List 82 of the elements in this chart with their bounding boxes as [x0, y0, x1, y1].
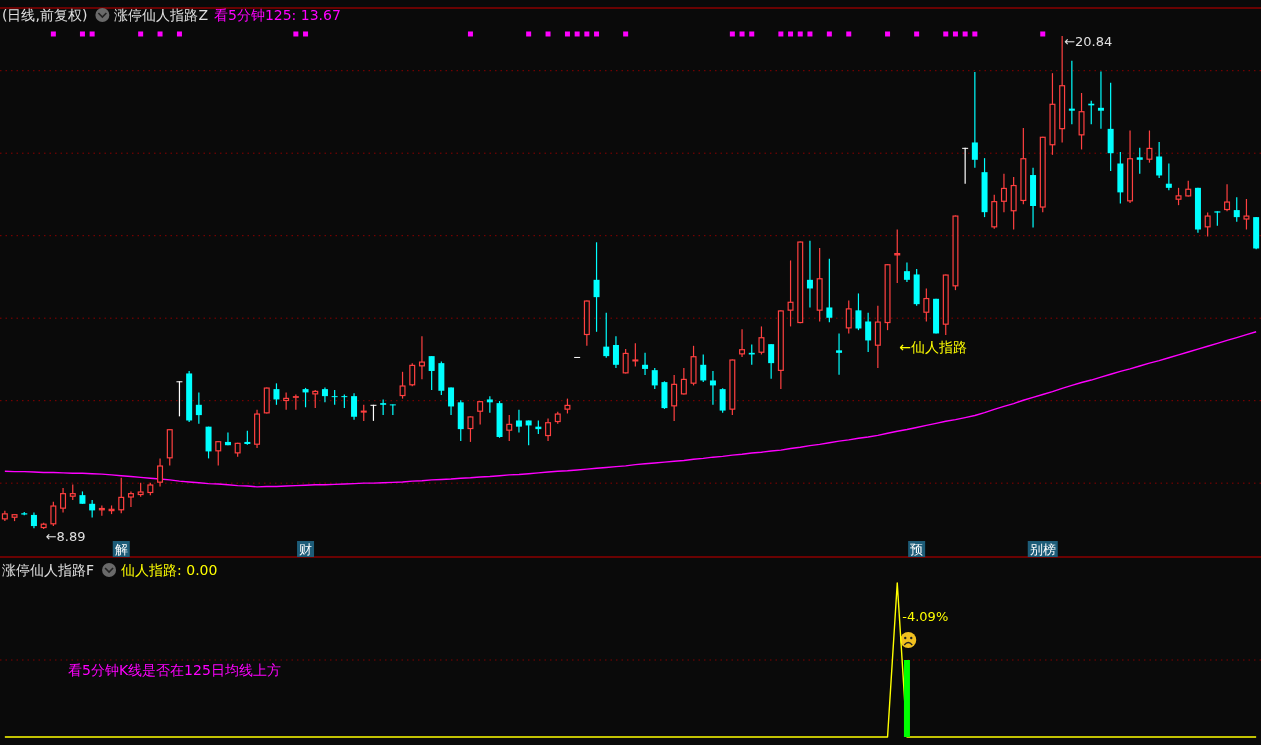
candlestick: [1224, 183, 1231, 212]
candlestick: [855, 292, 862, 331]
candlestick: [1068, 60, 1075, 125]
candlestick: [351, 392, 358, 421]
candlestick: [515, 409, 522, 434]
annotation: ←8.89: [45, 528, 86, 544]
candlestick: [50, 501, 57, 527]
candlestick: [545, 417, 552, 442]
candlestick: [389, 403, 396, 416]
candlestick: [845, 299, 852, 335]
chart-title: (日线,前复权): [2, 7, 88, 23]
candlestick: [118, 477, 125, 514]
candlestick: [894, 228, 901, 284]
candlestick: [903, 261, 910, 283]
candlestick: [292, 393, 299, 411]
candlestick: [971, 71, 978, 169]
candlestick: [758, 325, 765, 356]
candlestick: [622, 348, 629, 375]
candlestick: [1097, 70, 1104, 130]
candlestick: [651, 367, 658, 390]
candlestick: [418, 335, 425, 380]
candlestick: [671, 374, 678, 422]
candlestick: [176, 380, 183, 417]
candlestick: [962, 147, 969, 185]
candlestick: [1078, 92, 1085, 151]
candlestick: [874, 305, 881, 369]
candlestick: [467, 415, 474, 443]
candlestick: [525, 419, 532, 446]
candlestick: [1136, 147, 1143, 175]
candlestick: [1146, 129, 1153, 164]
candlestick: [1233, 196, 1240, 223]
candlestick: [448, 386, 455, 416]
candlestick: [157, 457, 164, 488]
candlestick: [98, 504, 105, 517]
candlestick: [700, 353, 707, 383]
candlestick: [506, 414, 513, 442]
candlestick: [1243, 198, 1250, 231]
candlestick: [739, 328, 746, 358]
x-tick-label: 别榜: [1029, 542, 1056, 557]
candlestick: [836, 332, 843, 376]
candlestick: [709, 370, 716, 406]
text: 仙人指路: 0.00: [121, 562, 218, 578]
text: 看5分钟125: 13.67: [213, 7, 341, 23]
candlestick: [312, 389, 319, 409]
x-tick-label: 预: [910, 542, 924, 557]
candlestick: [302, 387, 309, 408]
candlestick: [60, 487, 67, 514]
candlestick: [127, 490, 134, 508]
candlestick: [1000, 173, 1007, 213]
candlestick: [1165, 162, 1172, 191]
annotation: ←20.84: [1064, 34, 1113, 50]
chart-title: 涨停仙人指路F: [2, 562, 95, 578]
x-tick-label: 解: [114, 542, 128, 557]
candlestick: [632, 342, 639, 368]
candlestick: [273, 382, 280, 406]
candlestick: [399, 371, 406, 400]
annotation: -4.09%: [902, 609, 949, 624]
candlestick: [1204, 211, 1211, 238]
x-tick-label: 财: [299, 542, 313, 557]
candlestick: [719, 387, 726, 414]
candlestick: [787, 259, 794, 328]
candlestick: [215, 440, 222, 467]
candlestick: [680, 367, 687, 396]
candlestick: [593, 241, 600, 333]
candlestick: [195, 391, 202, 425]
candlestick: [486, 395, 493, 414]
candlestick: [923, 287, 930, 323]
annotation: 看5分钟K线是否在125日均线上方: [68, 662, 281, 678]
candlestick: [224, 431, 231, 446]
candlestick: [768, 343, 775, 380]
candlestick: [428, 355, 435, 391]
candlestick: [826, 258, 833, 323]
candlestick: [806, 240, 813, 309]
candlestick: [865, 312, 872, 353]
annotation: ←仙人指路: [899, 339, 967, 356]
candlestick: [1156, 141, 1163, 179]
candlestick: [612, 335, 619, 369]
annotation: 涨停仙人指路Z: [114, 7, 208, 23]
candlestick: [409, 362, 416, 387]
candlestick: [642, 352, 649, 376]
candlestick: [477, 400, 484, 426]
candlestick: [603, 312, 610, 359]
